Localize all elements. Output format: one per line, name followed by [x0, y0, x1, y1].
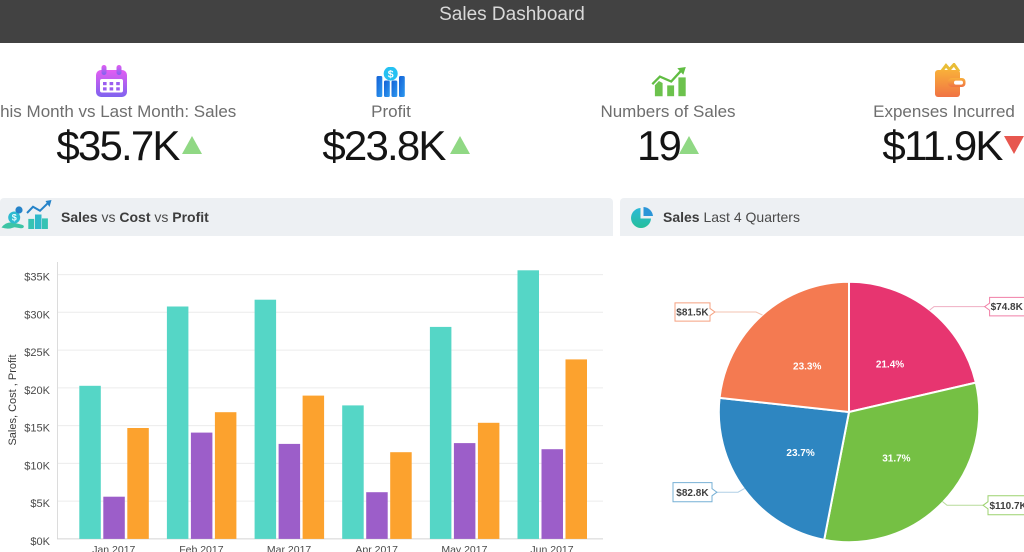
svg-text:$15K: $15K	[24, 423, 50, 435]
svg-text:Jun 2017: Jun 2017	[530, 544, 573, 552]
svg-text:$25K: $25K	[24, 347, 50, 359]
svg-text:31.7%: 31.7%	[882, 454, 910, 465]
svg-text:23.7%: 23.7%	[786, 448, 814, 459]
svg-text:$110.7K: $110.7K	[990, 501, 1024, 512]
svg-text:Sales, Cost , Profit: Sales, Cost , Profit	[7, 354, 19, 445]
svg-text:$0K: $0K	[30, 536, 50, 548]
svg-text:$: $	[12, 213, 17, 223]
svg-text:Apr 2017: Apr 2017	[355, 544, 398, 552]
svg-text:Mar 2017: Mar 2017	[267, 544, 312, 552]
svg-text:$74.8K: $74.8K	[991, 302, 1024, 313]
svg-text:$20K: $20K	[24, 385, 50, 397]
svg-text:$82.8K: $82.8K	[676, 488, 709, 499]
svg-text:$30K: $30K	[24, 309, 50, 321]
svg-text:Jan 2017: Jan 2017	[92, 544, 135, 552]
svg-text:$81.5K: $81.5K	[676, 308, 709, 319]
svg-text:$5K: $5K	[30, 498, 50, 510]
svg-text:$: $	[388, 68, 394, 80]
svg-text:$35K: $35K	[24, 272, 50, 284]
svg-text:May 2017: May 2017	[441, 544, 487, 552]
svg-text:$10K: $10K	[24, 460, 50, 472]
svg-text:21.4%: 21.4%	[876, 359, 904, 370]
svg-text:Feb 2017: Feb 2017	[179, 544, 224, 552]
svg-text:23.3%: 23.3%	[793, 362, 821, 373]
